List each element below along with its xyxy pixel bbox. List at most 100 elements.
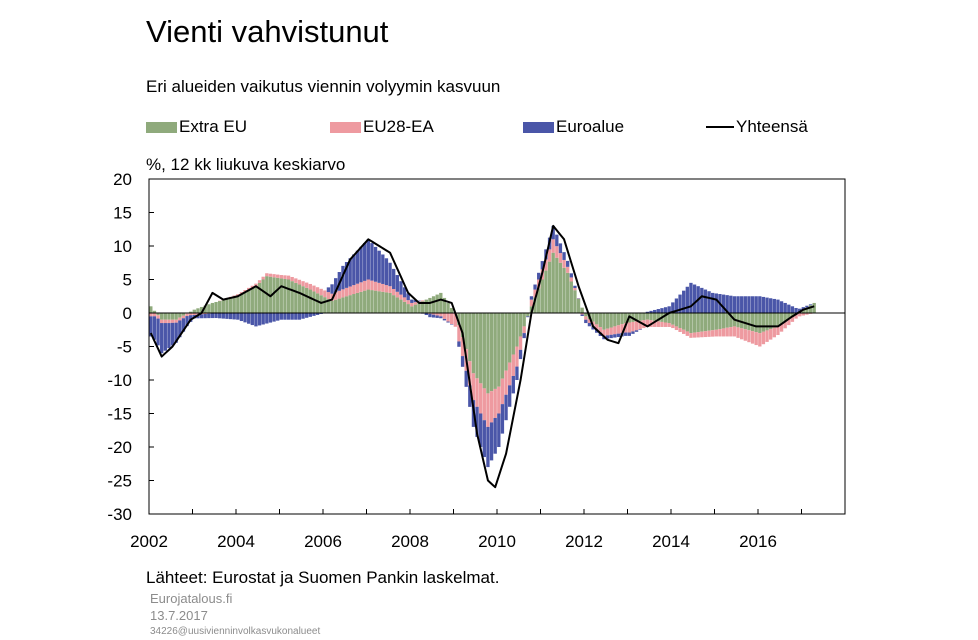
bar-euroalue xyxy=(384,258,389,286)
bar-extra-eu xyxy=(250,288,254,313)
bar-extra-eu xyxy=(562,267,566,313)
bar-eu28-ea xyxy=(167,319,171,324)
bar-eu28-ea xyxy=(471,373,476,401)
bar-euroalue xyxy=(500,404,505,434)
bar-eu28-ea xyxy=(631,321,635,332)
bar-eu28-ea xyxy=(442,313,447,319)
bar-extra-eu xyxy=(718,313,722,330)
bar-extra-eu xyxy=(406,304,410,313)
bar-eu28-ea xyxy=(482,388,486,421)
bar-extra-eu xyxy=(489,313,494,392)
bar-extra-eu xyxy=(692,313,697,333)
bar-eu28-ea xyxy=(315,287,320,294)
bar-extra-eu xyxy=(199,306,204,313)
bar-eu28-ea xyxy=(450,313,454,325)
bar-euroalue xyxy=(424,313,428,316)
bar-euroalue xyxy=(272,313,276,322)
bar-extra-eu xyxy=(388,292,392,313)
bar-eu28-ea xyxy=(497,386,501,414)
x-tick-label: 2012 xyxy=(565,532,603,551)
bar-eu28-ea xyxy=(363,280,367,291)
bar-euroalue xyxy=(355,250,360,284)
bar-euroalue xyxy=(645,311,650,313)
bar-extra-eu xyxy=(475,313,479,379)
bar-eu28-ea xyxy=(750,331,755,344)
bar-extra-eu xyxy=(645,313,650,320)
bar-extra-eu xyxy=(479,313,483,384)
bar-euroalue xyxy=(279,313,283,320)
bar-eu28-ea xyxy=(787,319,791,326)
y-tick-label: -10 xyxy=(107,371,132,390)
bar-extra-eu xyxy=(696,313,700,333)
bar-extra-eu xyxy=(754,313,758,333)
bar-euroalue xyxy=(413,300,418,303)
x-tick-label: 2006 xyxy=(304,532,342,551)
bar-euroalue xyxy=(399,281,403,295)
bar-eu28-ea xyxy=(678,328,682,332)
bar-euroalue xyxy=(798,308,802,313)
bar-euroalue xyxy=(334,278,338,293)
bar-eu28-ea xyxy=(192,313,196,316)
bar-euroalue xyxy=(315,313,320,315)
bar-extra-eu xyxy=(772,313,776,328)
bar-euroalue xyxy=(406,293,410,301)
bar-euroalue xyxy=(526,316,530,318)
x-tick-label: 2002 xyxy=(130,532,168,551)
bar-euroalue xyxy=(649,310,653,313)
y-tick-label: -5 xyxy=(117,338,132,357)
bar-euroalue xyxy=(605,335,610,339)
bar-eu28-ea xyxy=(725,327,729,337)
bar-eu28-ea xyxy=(431,313,436,315)
bar-euroalue xyxy=(435,315,439,318)
bar-euroalue xyxy=(562,252,566,260)
bar-extra-eu xyxy=(671,313,675,325)
bar-euroalue xyxy=(627,332,631,336)
bar-euroalue xyxy=(265,313,269,324)
bar-euroalue xyxy=(203,314,207,319)
bar-euroalue xyxy=(348,258,352,287)
bar-extra-eu xyxy=(399,299,403,313)
bar-eu28-ea xyxy=(569,277,573,282)
bar-extra-eu xyxy=(750,313,755,332)
bar-eu28-ea xyxy=(410,302,414,307)
bar-eu28-ea xyxy=(620,324,624,334)
bar-extra-eu xyxy=(508,313,512,363)
bar-euroalue xyxy=(736,296,740,313)
bar-eu28-ea xyxy=(584,316,588,320)
bar-eu28-ea xyxy=(399,294,403,300)
bar-extra-eu xyxy=(743,313,747,330)
bar-extra-eu xyxy=(279,278,283,313)
bar-extra-eu xyxy=(232,297,236,313)
bar-euroalue xyxy=(196,314,200,319)
bar-extra-eu xyxy=(783,313,787,322)
bar-euroalue xyxy=(160,323,164,354)
bar-extra-eu xyxy=(482,313,486,389)
bar-euroalue xyxy=(239,313,244,322)
bar-extra-eu xyxy=(729,313,733,328)
bar-extra-eu xyxy=(464,313,468,350)
bar-eu28-ea xyxy=(718,329,722,337)
bar-euroalue xyxy=(468,385,472,407)
bar-euroalue xyxy=(417,300,421,302)
x-tick-label: 2016 xyxy=(739,532,777,551)
bar-extra-eu xyxy=(228,298,233,313)
bar-eu28-ea xyxy=(156,315,160,319)
legend-label-extra-eu: Extra EU xyxy=(179,117,248,136)
bar-euroalue xyxy=(660,308,664,313)
bar-eu28-ea xyxy=(272,274,276,278)
bar-euroalue xyxy=(170,322,175,346)
bar-eu28-ea xyxy=(160,319,164,324)
bar-euroalue xyxy=(464,370,468,387)
bar-euroalue xyxy=(243,313,247,323)
bar-euroalue xyxy=(558,243,563,254)
bar-extra-eu xyxy=(152,310,157,313)
bar-eu28-ea xyxy=(334,292,338,300)
bar-euroalue xyxy=(377,250,381,283)
bar-euroalue xyxy=(308,313,312,317)
bar-extra-eu xyxy=(214,301,218,313)
bar-eu28-ea xyxy=(301,281,305,287)
bar-eu28-ea xyxy=(178,317,182,321)
bar-euroalue xyxy=(221,313,225,319)
bar-extra-eu xyxy=(446,302,450,313)
bar-eu28-ea xyxy=(754,332,758,346)
